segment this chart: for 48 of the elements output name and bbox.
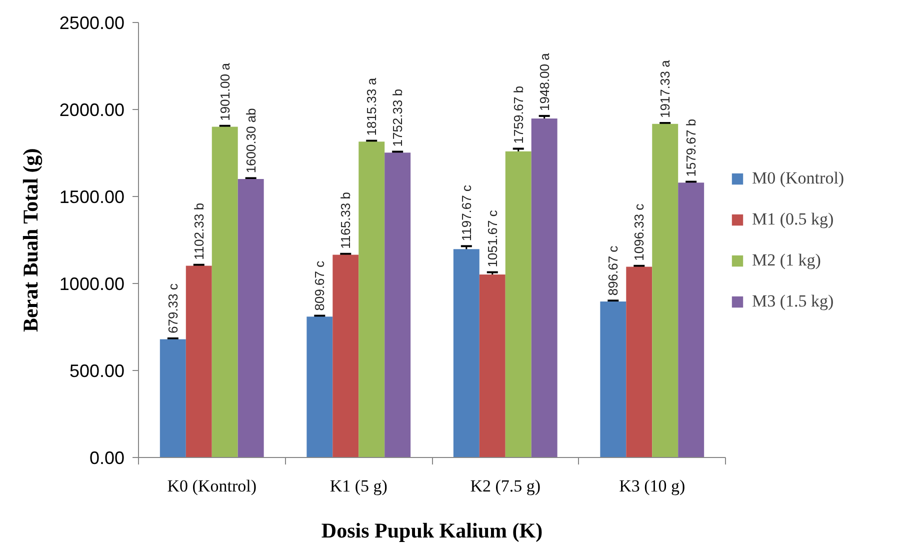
y-tick-label: 2500.00: [59, 13, 125, 33]
x-tick-label: K0 (Kontrol): [167, 476, 256, 496]
bar: [306, 316, 333, 458]
bar: [652, 124, 678, 458]
x-axis-title: Dosis Pupuk Kalium (K): [321, 518, 543, 542]
data-label: 1815.33 a: [364, 77, 380, 136]
x-tick-label: K2 (7.5 g): [470, 476, 541, 496]
bar: [479, 274, 506, 458]
data-label: 896.67 c: [606, 245, 621, 296]
data-label: 1096.33 c: [632, 203, 647, 261]
bar: [212, 126, 238, 458]
y-tick-label: 1000.00: [59, 274, 125, 294]
legend-label: M3 (1.5 kg): [752, 291, 834, 311]
x-tick-label: K3 (10 g): [619, 476, 686, 496]
y-tick-label: 2000.00: [59, 100, 125, 120]
data-label: 1102.33 b: [191, 202, 206, 260]
data-label: 1197.67 c: [458, 184, 474, 242]
bar: [358, 142, 385, 458]
bar: [238, 179, 264, 458]
bar: [332, 254, 359, 458]
bar: [160, 339, 186, 458]
y-tick-label: 1500.00: [59, 187, 125, 207]
bar: [186, 266, 212, 458]
legend-label: M1 (0.5 kg): [752, 209, 834, 229]
data-label: 1600.30 ab: [243, 108, 258, 174]
bar: [453, 249, 480, 458]
data-label: 1579.67 b: [684, 118, 699, 177]
data-label: 809.67 c: [312, 260, 328, 311]
bar: [384, 152, 411, 458]
data-label: 1948.00 a: [536, 52, 552, 111]
bar: [505, 151, 532, 458]
bar: [626, 266, 652, 458]
data-label: 679.33 c: [165, 283, 180, 334]
data-label: 1759.67 b: [510, 86, 526, 144]
data-label: 1165.33 b: [338, 192, 354, 249]
bar: [531, 118, 558, 458]
bar: [600, 301, 626, 458]
legend-label: M2 (1 kg): [752, 250, 821, 270]
data-label: 1917.33 a: [658, 59, 673, 118]
y-tick-label: 0.00: [89, 448, 125, 468]
data-label: 1051.67 c: [484, 210, 500, 268]
data-label: 1901.00 a: [217, 62, 232, 121]
y-axis-title: Berat Buah Total (g): [18, 148, 42, 332]
x-tick-label: K1 (5 g): [330, 476, 388, 496]
legend-label: M0 (Kontrol): [752, 168, 844, 188]
bar: [678, 182, 704, 458]
data-label: 1752.33 b: [390, 88, 406, 147]
y-tick-label: 500.00: [69, 361, 125, 381]
